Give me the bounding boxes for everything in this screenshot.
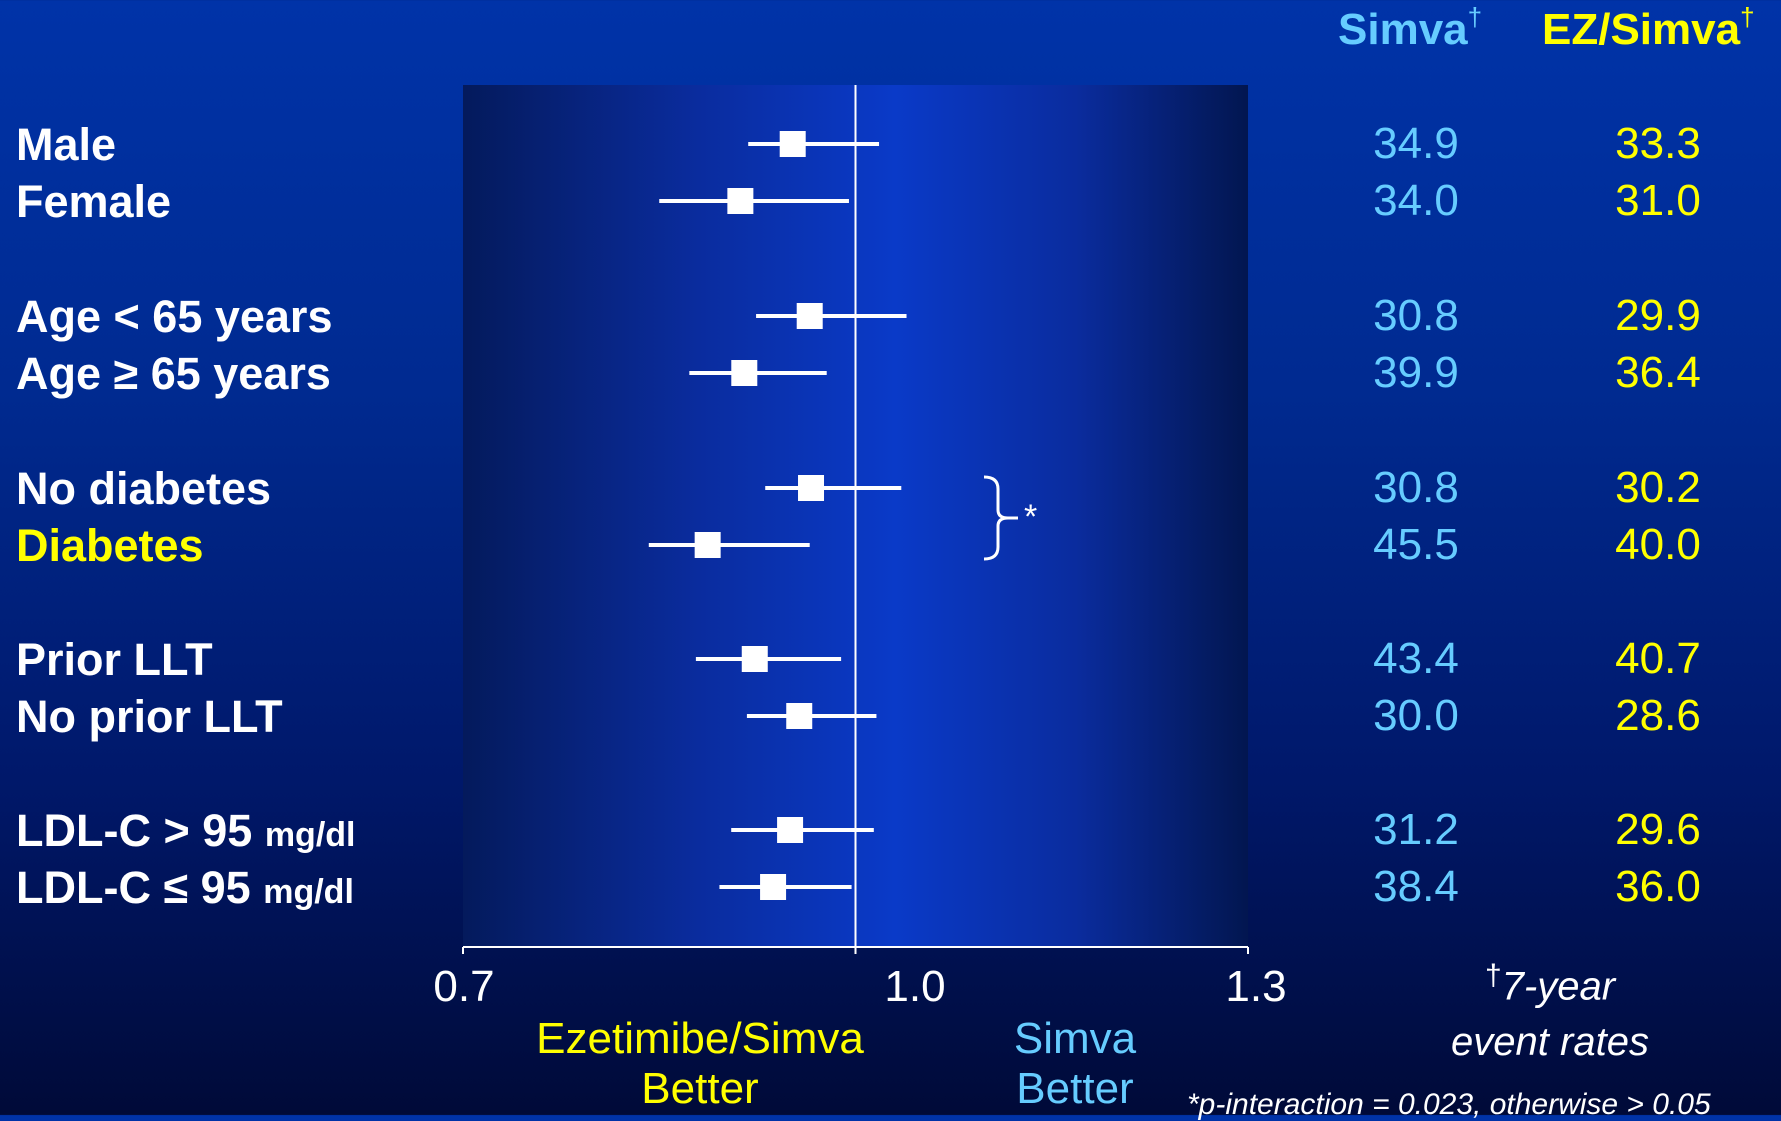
ez-simva-event-rate: 29.6 [1615,805,1701,854]
row-label-age-65-plus: Age ≥ 65 years [16,348,331,399]
ez-simva-event-rate: 40.0 [1615,520,1701,569]
simva-header-text: Simva [1338,5,1468,54]
simva-event-rate: 34.9 [1373,119,1459,168]
simva-header-dagger: † [1467,2,1483,32]
simva-event-rate: 30.8 [1373,291,1459,340]
row-label-female: Female [16,176,172,227]
row-label-age-under-65: Age < 65 years [16,291,333,342]
interaction-footnote: *p-interaction = 0.023, otherwise > 0.05 [1187,1088,1711,1121]
ez-simva-event-rate: 33.3 [1615,119,1701,168]
x-tick-label: 1.0 [884,962,946,1011]
row-label-ldl-at-most-95: LDL-C ≤ 95 mg/dl [16,862,354,913]
ez-simva-event-rate: 36.4 [1615,348,1701,397]
ez-simva-event-rate: 31.0 [1615,176,1701,225]
row-label-prior-llt: Prior LLT [16,634,213,685]
point-marker [777,817,804,843]
simva-event-rate: 45.5 [1373,520,1459,569]
point-marker [741,646,768,672]
ez-simva-column-header: EZ/Simva† [1542,4,1755,54]
simva-better-label: Simva Better [1013,1014,1137,1113]
row-label-diabetes: Diabetes [16,520,204,571]
ez-simva-event-rate: 29.9 [1615,291,1701,340]
simva-column-header: Simva† [1338,4,1482,54]
ez-simva-better-label: Ezetimibe/Simva Better [536,1014,864,1113]
point-marker [760,874,787,900]
point-marker [786,703,813,729]
simva-event-rate: 39.9 [1373,348,1459,397]
ez-simva-header-dagger: † [1740,2,1755,32]
ez-simva-event-rate: 40.7 [1615,634,1701,683]
x-tick-label: 1.3 [1225,962,1287,1011]
row-unit-ldl-at-most-95: mg/dl [263,873,354,911]
simva-event-rate: 30.0 [1373,691,1459,740]
row-label-male: Male [16,119,117,170]
point-marker [796,303,823,329]
simva-event-rate: 38.4 [1373,862,1459,911]
ez-simva-event-rate: 36.0 [1615,862,1701,911]
point-marker [798,475,825,501]
simva-event-rate: 34.0 [1373,176,1459,225]
point-marker [727,188,754,214]
row-label-ldl-above-95: LDL-C > 95 mg/dl [16,805,356,856]
event-rates-note: †7-year event rates [1451,959,1649,1065]
ez-simva-header-text: EZ/Simva [1542,5,1741,54]
row-label-no-prior-llt: No prior LLT [16,691,283,742]
row-unit-ldl-above-95: mg/dl [264,816,356,854]
interaction-asterisk: * [1024,498,1038,536]
ez-simva-event-rate: 30.2 [1615,463,1701,512]
x-tick-label: 0.7 [433,962,495,1011]
ez-simva-event-rate: 28.6 [1615,691,1701,740]
simva-event-rate: 31.2 [1373,805,1459,854]
simva-event-rate: 43.4 [1373,634,1459,683]
row-label-no-diabetes: No diabetes [16,463,272,514]
point-marker [731,360,758,386]
point-marker [694,532,721,558]
simva-event-rate: 30.8 [1373,463,1459,512]
point-marker [779,131,806,157]
